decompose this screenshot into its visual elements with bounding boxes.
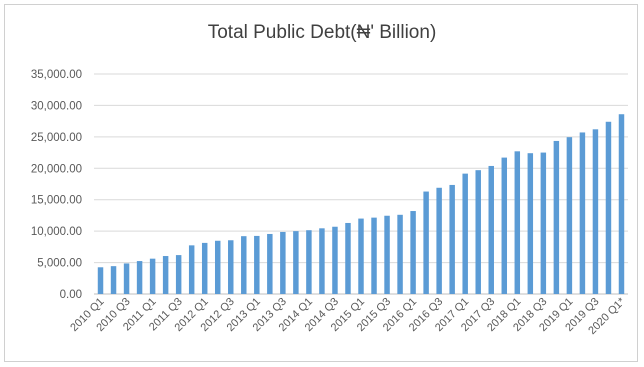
bar	[110, 266, 117, 294]
bar	[579, 132, 586, 294]
bar	[136, 261, 143, 294]
bar	[371, 217, 377, 294]
bar	[501, 157, 508, 294]
bar	[566, 137, 573, 294]
bar	[423, 191, 429, 294]
bar	[410, 211, 416, 294]
bar	[462, 173, 468, 294]
bar	[553, 140, 560, 294]
bar	[449, 184, 455, 294]
bar	[267, 233, 273, 294]
bar	[241, 236, 247, 294]
bar	[592, 129, 599, 294]
bar	[475, 170, 481, 294]
bar	[201, 242, 208, 294]
bar	[214, 240, 221, 294]
bar	[397, 214, 403, 294]
bar	[306, 230, 312, 294]
y-tick-label: 0.00	[60, 289, 82, 301]
bar	[319, 228, 325, 294]
bar	[162, 256, 169, 294]
bar	[149, 258, 156, 294]
y-tick-label: 10,000.00	[31, 226, 82, 238]
bar	[345, 222, 351, 294]
bar	[358, 218, 364, 294]
bar	[527, 153, 534, 294]
bar	[188, 245, 195, 294]
bar	[293, 231, 299, 294]
y-tick-label: 30,000.00	[31, 100, 82, 112]
bar	[175, 255, 182, 294]
bar	[254, 235, 260, 294]
bar	[540, 152, 547, 294]
bar	[618, 114, 625, 294]
y-tick-label: 20,000.00	[31, 163, 82, 175]
bar	[605, 121, 612, 295]
bar	[436, 187, 442, 294]
bar	[384, 215, 390, 294]
y-tick-label: 5,000.00	[37, 258, 82, 270]
bar	[123, 263, 130, 294]
bar	[97, 267, 104, 294]
bar	[228, 240, 234, 294]
bar	[514, 151, 521, 294]
chart-title: Total Public Debt(₦' Billion)	[207, 22, 437, 43]
y-tick-label: 25,000.00	[31, 132, 82, 144]
y-tick-label: 35,000.00	[31, 69, 82, 81]
bar	[332, 226, 338, 294]
y-tick-label: 15,000.00	[31, 195, 82, 207]
bar	[280, 231, 286, 294]
bar	[488, 165, 494, 294]
